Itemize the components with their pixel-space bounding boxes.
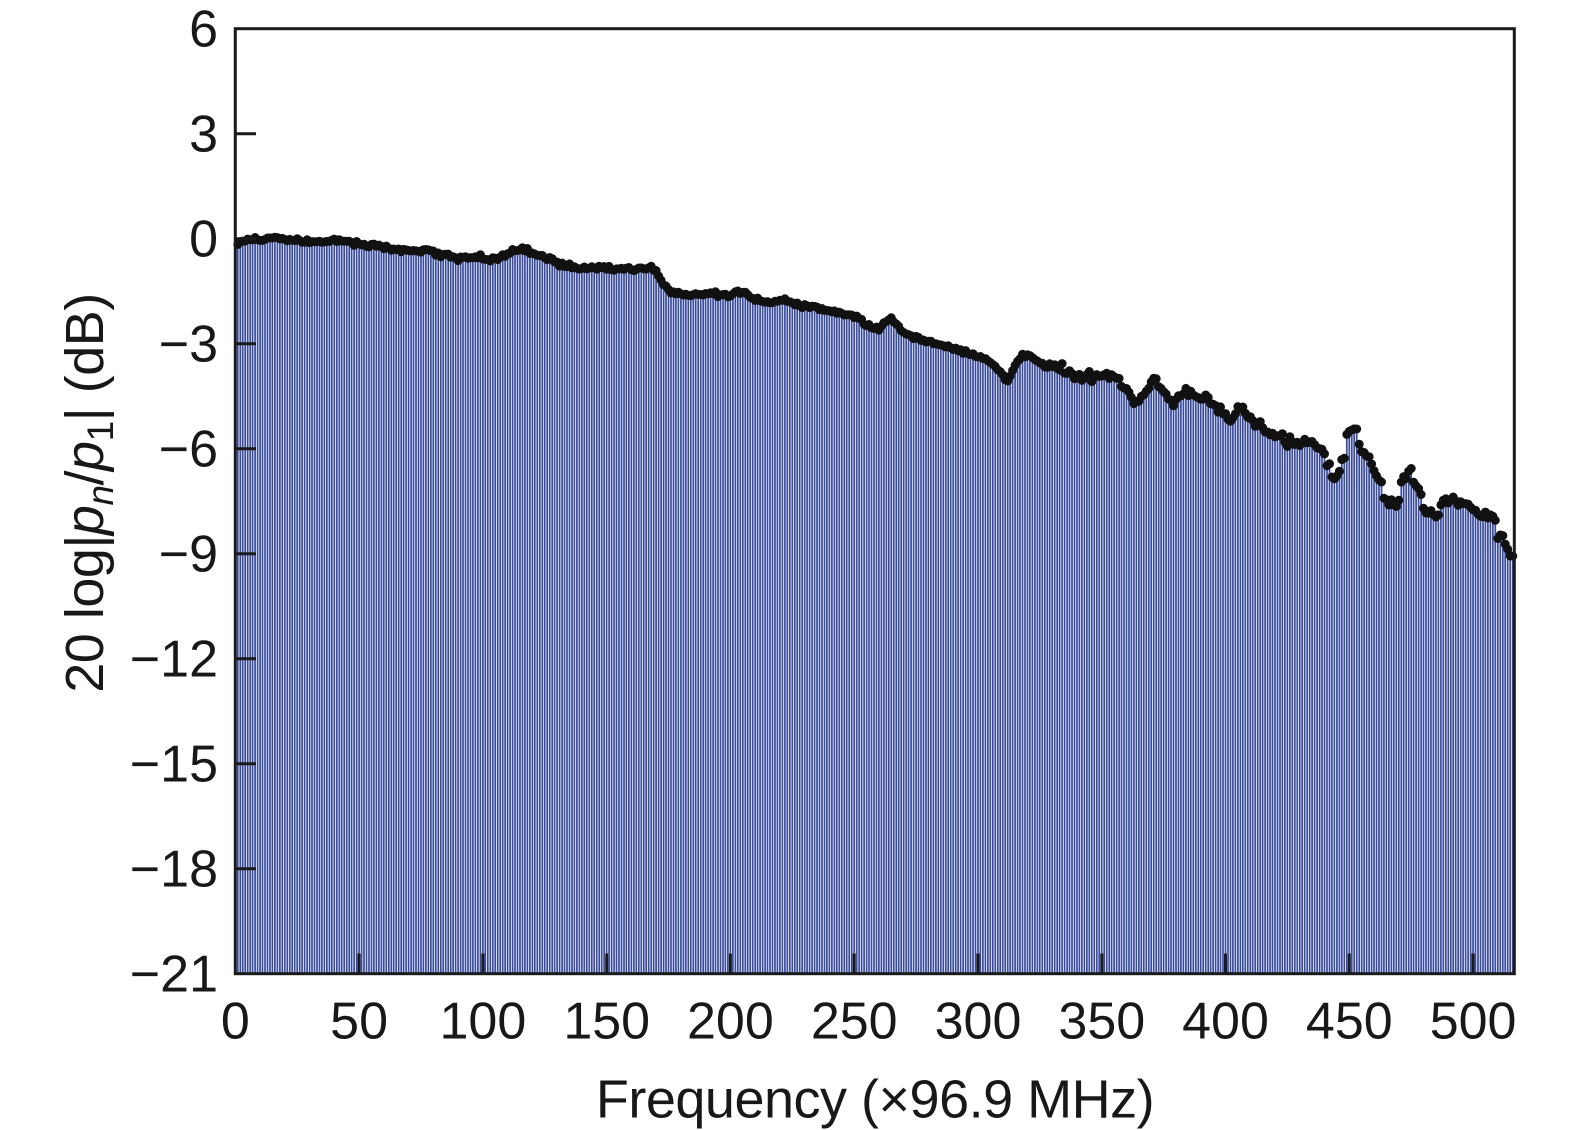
svg-text:500: 500 — [1430, 993, 1517, 1051]
svg-text:0: 0 — [189, 211, 218, 269]
svg-text:150: 150 — [563, 993, 650, 1051]
svg-text:−6: −6 — [159, 421, 218, 479]
svg-text:300: 300 — [935, 993, 1022, 1051]
svg-text:3: 3 — [189, 106, 218, 164]
svg-text:−18: −18 — [130, 841, 218, 899]
svg-text:350: 350 — [1058, 993, 1145, 1051]
svg-text:−3: −3 — [159, 316, 218, 374]
svg-text:450: 450 — [1306, 993, 1393, 1051]
svg-text:−21: −21 — [130, 946, 218, 1004]
svg-text:6: 6 — [189, 1, 218, 59]
svg-text:100: 100 — [440, 993, 527, 1051]
svg-text:−12: −12 — [130, 631, 218, 689]
svg-text:20 log|pn/p1| (dB): 20 log|pn/p1| (dB) — [55, 293, 121, 692]
svg-text:0: 0 — [221, 993, 250, 1051]
svg-text:Frequency (×96.9 MHz): Frequency (×96.9 MHz) — [596, 1070, 1154, 1130]
svg-text:400: 400 — [1182, 993, 1269, 1051]
svg-text:50: 50 — [330, 993, 388, 1051]
svg-text:−9: −9 — [159, 526, 218, 584]
svg-text:−15: −15 — [130, 736, 218, 794]
svg-text:250: 250 — [811, 993, 898, 1051]
svg-text:200: 200 — [687, 993, 774, 1051]
